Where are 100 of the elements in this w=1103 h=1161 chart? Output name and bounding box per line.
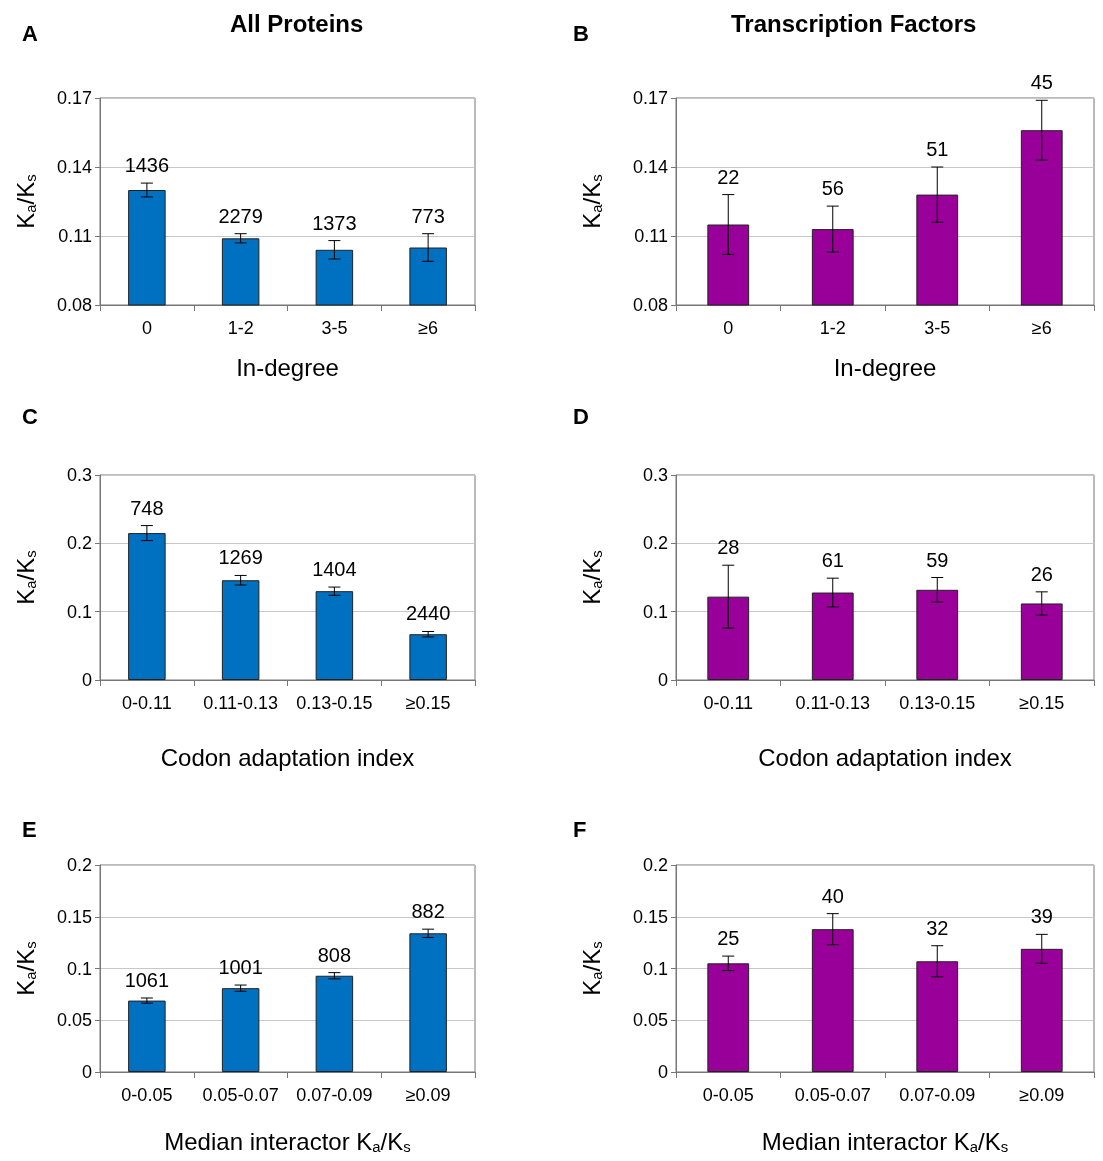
y-tick-label: 0 bbox=[657, 670, 668, 690]
annotation: 61 bbox=[821, 549, 844, 572]
x-tick-label: ≥6 bbox=[1031, 318, 1052, 338]
y-tick-label: 0.1 bbox=[642, 601, 668, 622]
x-tick-label: ≥0.09 bbox=[405, 1085, 451, 1105]
y-tick-label: 0.2 bbox=[66, 855, 92, 875]
x-tick-label: 0.07-0.09 bbox=[899, 1085, 976, 1105]
y-tick-label: 0.1 bbox=[66, 601, 92, 622]
x-tick-label: 0.05-0.07 bbox=[202, 1085, 279, 1105]
annotation: 1373 bbox=[312, 211, 357, 234]
y-tick-label: 0.08 bbox=[56, 295, 92, 315]
annotation: 40 bbox=[821, 884, 844, 907]
y-axis-title: Ka/Ks bbox=[577, 941, 605, 996]
x-tick-label: 0 bbox=[723, 318, 734, 338]
annotation: 1061 bbox=[124, 969, 170, 991]
x-tick-label: 1-2 bbox=[819, 318, 846, 338]
y-axis-title: Ka/Ks bbox=[577, 550, 605, 605]
annotation: 1001 bbox=[218, 956, 263, 979]
chart-title: All Proteins bbox=[230, 9, 364, 37]
text: E bbox=[22, 816, 37, 842]
bar bbox=[409, 634, 447, 680]
bar bbox=[315, 975, 354, 1072]
y-tick-label: 0 bbox=[81, 670, 92, 690]
x-tick-label: 1-2 bbox=[227, 318, 254, 338]
annotation: 26 bbox=[1030, 562, 1053, 585]
bar bbox=[811, 929, 854, 1072]
y-tick-label: 0 bbox=[81, 1062, 92, 1082]
x-tick-label: 0.11-0.13 bbox=[795, 693, 871, 713]
x-tick-label: 0.07-0.09 bbox=[296, 1085, 373, 1105]
y-tick-label: 0.08 bbox=[632, 295, 668, 315]
y-tick-label: 0.3 bbox=[66, 465, 92, 485]
x-tick-label: 3-5 bbox=[321, 318, 348, 338]
y-tick-label: 0.1 bbox=[642, 958, 668, 979]
text: D bbox=[573, 403, 589, 429]
annotation: 1269 bbox=[218, 546, 263, 569]
text: F bbox=[573, 816, 587, 842]
annotation: 748 bbox=[130, 496, 164, 519]
y-tick-label: 0.14 bbox=[632, 157, 668, 177]
x-tick-label: 0-0.05 bbox=[121, 1085, 173, 1105]
y-tick-label: 0 bbox=[657, 1062, 668, 1082]
y-tick-label: 0.15 bbox=[632, 906, 668, 927]
bar bbox=[811, 592, 854, 680]
y-tick-label: 0.2 bbox=[66, 533, 92, 554]
text: C bbox=[22, 403, 38, 429]
text: 45 bbox=[1030, 71, 1053, 94]
x-tick-label: 0.05-0.07 bbox=[794, 1085, 871, 1105]
x-tick-label: ≥0.15 bbox=[405, 693, 451, 713]
annotation: 25 bbox=[717, 927, 740, 950]
annotation: 32 bbox=[926, 916, 949, 939]
annotation: 1404 bbox=[312, 558, 357, 581]
bar bbox=[707, 596, 750, 680]
y-tick-label: 0.1 bbox=[66, 958, 92, 979]
x-axis-title: Median interactor Ka/Ks bbox=[164, 1128, 411, 1156]
x-axis-title: Codon adaptation index bbox=[758, 743, 1012, 771]
annotation: 2440 bbox=[405, 602, 451, 625]
chart-title: Transcription Factors bbox=[731, 9, 977, 37]
x-axis-title: Median interactor Ka/Ks bbox=[761, 1128, 1009, 1156]
x-tick-label: 3-5 bbox=[924, 318, 951, 338]
bar bbox=[128, 1000, 166, 1072]
annotation: 28 bbox=[717, 536, 740, 559]
bar bbox=[1020, 948, 1063, 1072]
bar bbox=[1020, 603, 1063, 680]
y-axis-title: Ka/Ks bbox=[11, 550, 39, 605]
annotation: 22 bbox=[717, 165, 740, 188]
annotation: 51 bbox=[926, 138, 949, 160]
text: A bbox=[22, 20, 38, 46]
y-axis-title: Ka/Ks bbox=[11, 174, 39, 229]
bar bbox=[221, 988, 260, 1072]
y-tick-label: 0.14 bbox=[56, 157, 92, 177]
bar bbox=[916, 961, 959, 1072]
y-axis-title: Ka/Ks bbox=[577, 174, 605, 229]
x-tick-label: 0-0.05 bbox=[702, 1085, 754, 1105]
annotation: 773 bbox=[411, 204, 445, 227]
y-tick-label: 0.15 bbox=[56, 906, 92, 927]
annotation: 882 bbox=[411, 900, 445, 923]
x-tick-label: ≥0.09 bbox=[1019, 1085, 1065, 1105]
y-tick-label: 0.2 bbox=[642, 533, 668, 554]
y-tick-label: 0.11 bbox=[58, 226, 92, 246]
bar bbox=[916, 589, 959, 680]
x-tick-label: 0 bbox=[141, 318, 152, 338]
x-axis-title: Codon adaptation index bbox=[160, 743, 415, 771]
annotation: 2279 bbox=[218, 204, 263, 227]
y-tick-label: 0.05 bbox=[632, 1010, 668, 1031]
y-tick-label: 0.17 bbox=[56, 88, 92, 108]
annotation: 59 bbox=[926, 548, 949, 571]
x-tick-label: 0.13-0.15 bbox=[899, 693, 976, 713]
text: B bbox=[573, 20, 589, 46]
y-tick-label: 0.05 bbox=[56, 1010, 92, 1031]
x-tick-label: 0.13-0.15 bbox=[296, 693, 373, 713]
y-tick-label: 0.17 bbox=[632, 88, 668, 108]
annotation: 1436 bbox=[124, 154, 170, 177]
x-axis-title: In-degree bbox=[236, 353, 339, 381]
y-tick-label: 0.3 bbox=[642, 465, 668, 485]
x-axis-title: In-degree bbox=[833, 353, 937, 381]
bar bbox=[409, 933, 447, 1072]
bar bbox=[221, 580, 260, 680]
annotation: 39 bbox=[1030, 905, 1053, 928]
x-tick-label: ≥6 bbox=[418, 318, 439, 338]
x-tick-label: ≥0.15 bbox=[1019, 693, 1065, 713]
bar bbox=[128, 533, 166, 680]
